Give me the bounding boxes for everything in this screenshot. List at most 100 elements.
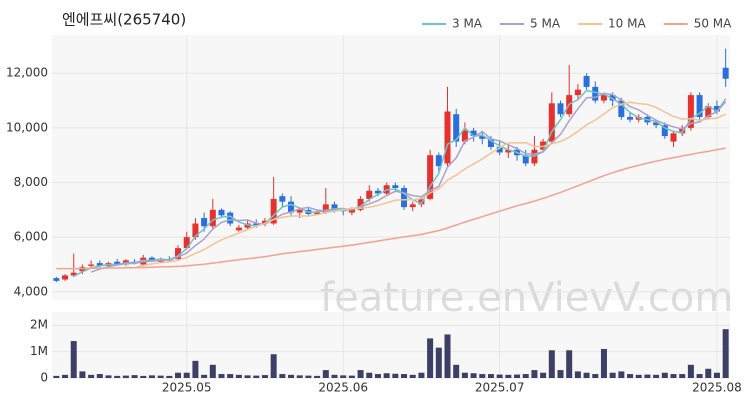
candle-body: [314, 212, 321, 214]
candle-body: [427, 155, 434, 199]
candle-body: [653, 122, 660, 126]
candle-body: [618, 100, 625, 117]
x-tick-label: 2025.06: [318, 381, 368, 395]
candle-body: [53, 278, 60, 281]
candle-body: [470, 130, 477, 137]
candle-body: [574, 89, 581, 96]
volume-bar: [574, 371, 581, 378]
candle-body: [357, 198, 364, 210]
y-tick-label: 1M: [30, 344, 48, 358]
volume-bar: [53, 375, 60, 378]
candle-body: [713, 106, 720, 112]
volume-bar: [157, 375, 164, 378]
legend-label: 3 MA: [452, 17, 483, 31]
volume-bar: [583, 372, 590, 378]
ma-line: [56, 147, 726, 270]
candle-body: [201, 218, 208, 227]
volume-bar: [496, 374, 503, 378]
candle-body: [192, 223, 199, 238]
candle-body: [88, 264, 95, 266]
volume-bar: [183, 372, 190, 378]
candle-body: [627, 116, 634, 120]
volume-bar: [470, 373, 477, 378]
volume-bar: [166, 375, 173, 378]
volume-bar: [270, 354, 277, 378]
candle-body: [722, 67, 729, 79]
volume-bar: [670, 374, 677, 378]
candle-body: [288, 201, 295, 213]
volume-bar: [218, 374, 225, 378]
volume-bar: [296, 375, 303, 378]
volume-bar: [235, 374, 242, 378]
candle-body: [366, 190, 373, 199]
volume-bar: [209, 364, 216, 378]
candle-body: [496, 147, 503, 153]
candle-body: [461, 130, 468, 142]
candle-body: [183, 237, 190, 249]
y-tick-label: 2M: [30, 318, 48, 332]
volume-bar: [88, 374, 95, 378]
volume-bar: [201, 374, 208, 378]
volume-bar: [331, 374, 338, 378]
candle-body: [540, 141, 547, 150]
volume-bar: [635, 374, 642, 378]
volume-bar: [409, 374, 416, 378]
volume-bar: [713, 372, 720, 378]
volume-bar: [148, 375, 155, 378]
y-tick-label: 4,000: [14, 284, 48, 298]
volume-bar: [600, 348, 607, 378]
volume-panel: [52, 312, 730, 378]
candle-body: [62, 275, 69, 280]
legend-label: 10 MA: [608, 17, 646, 31]
volume-bar: [435, 347, 442, 378]
candle-body: [522, 155, 529, 164]
candle-body: [218, 209, 225, 216]
candle-body: [209, 209, 216, 227]
volume-bar: [557, 370, 564, 378]
candle-body: [70, 272, 77, 276]
legend-label: 50 MA: [694, 17, 732, 31]
candle-body: [279, 196, 286, 202]
candle-body: [322, 204, 329, 213]
volume-bar: [401, 374, 408, 378]
volume-bar: [514, 374, 521, 378]
y-tick-label: 12,000: [6, 66, 48, 80]
x-tick-label: 2025.05: [162, 381, 212, 395]
volume-bar: [79, 371, 86, 378]
candle-body: [261, 220, 268, 224]
volume-bar: [105, 375, 112, 378]
volume-bar: [192, 360, 199, 378]
candle-body: [270, 198, 277, 224]
candle-body: [583, 75, 590, 87]
candle-body: [435, 155, 442, 167]
volume-bar: [661, 372, 668, 378]
volume-bar: [244, 375, 251, 378]
volume-bar: [696, 374, 703, 378]
volume-bar: [461, 372, 468, 378]
candle-body: [687, 95, 694, 128]
volume-bar: [96, 374, 103, 378]
volume-bar: [305, 375, 312, 378]
candle-body: [409, 204, 416, 208]
legend-label: 5 MA: [530, 17, 561, 31]
candle-body: [148, 257, 155, 261]
volume-bar: [540, 372, 547, 378]
volume-bar: [531, 370, 538, 378]
volume-bar: [70, 341, 77, 378]
volume-bar: [261, 375, 268, 378]
volume-bar: [314, 375, 321, 378]
volume-bar: [653, 374, 660, 378]
volume-bar: [366, 372, 373, 378]
y-tick-label: 0: [40, 371, 48, 385]
volume-bar: [392, 373, 399, 378]
volume-bar: [522, 374, 529, 378]
candle-body: [557, 103, 564, 115]
volume-bar: [722, 329, 729, 378]
volume-bar: [644, 374, 651, 378]
volume-bar: [383, 373, 390, 378]
volume-bar: [705, 368, 712, 378]
candle-body: [331, 204, 338, 210]
candle-body: [670, 133, 677, 142]
candle-body: [392, 185, 399, 188]
candle-body: [175, 248, 182, 260]
